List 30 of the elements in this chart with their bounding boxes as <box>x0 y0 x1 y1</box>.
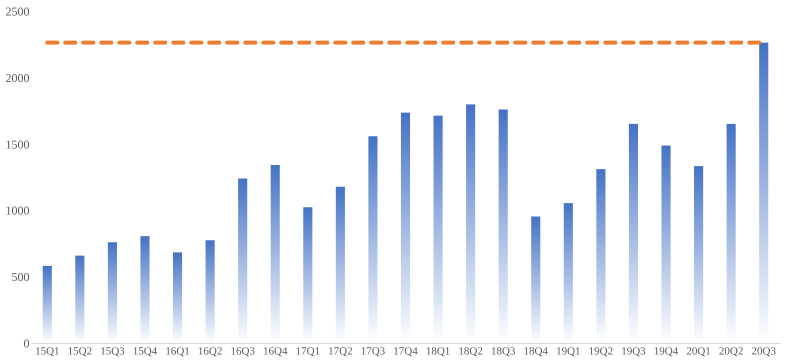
x-tick-label: 20Q3 <box>751 346 776 358</box>
x-tick-label: 19Q3 <box>621 346 646 358</box>
y-tick-label: 1500 <box>6 137 30 152</box>
x-tick-label: 15Q2 <box>68 346 92 358</box>
x-tick-label: 17Q3 <box>360 346 386 358</box>
x-tick-label: 18Q3 <box>490 346 516 358</box>
bar <box>42 266 52 343</box>
x-tick-label: 16Q2 <box>198 346 222 358</box>
x-tick-label: 17Q1 <box>296 346 320 358</box>
x-tick-label: 17Q4 <box>393 346 418 358</box>
x-tick-label: 15Q4 <box>132 346 158 358</box>
y-tick-label: 2500 <box>6 4 30 18</box>
x-tick-label: 18Q2 <box>458 346 483 358</box>
x-tick-label: 16Q3 <box>230 346 256 358</box>
y-tick-label: 0 <box>24 336 30 350</box>
x-tick-label: 18Q1 <box>426 346 450 358</box>
x-tick-label: 15Q1 <box>35 346 60 358</box>
x-tick-label: 19Q4 <box>654 346 679 358</box>
x-tick-label: 20Q1 <box>686 346 711 358</box>
x-tick-label: 19Q1 <box>556 346 581 358</box>
x-tick-label: 18Q4 <box>524 346 548 358</box>
y-tick-label: 1000 <box>6 204 30 218</box>
x-tick-label: 17Q2 <box>328 346 353 358</box>
y-tick-label: 500 <box>12 270 30 284</box>
x-tick-label: 16Q1 <box>165 346 190 358</box>
x-tick-label: 15Q3 <box>100 346 126 358</box>
x-tick-label: 16Q4 <box>263 346 288 358</box>
y-tick-label: 2000 <box>6 70 30 85</box>
x-tick-label: 20Q2 <box>718 346 744 358</box>
x-tick-label: 19Q2 <box>588 346 614 358</box>
